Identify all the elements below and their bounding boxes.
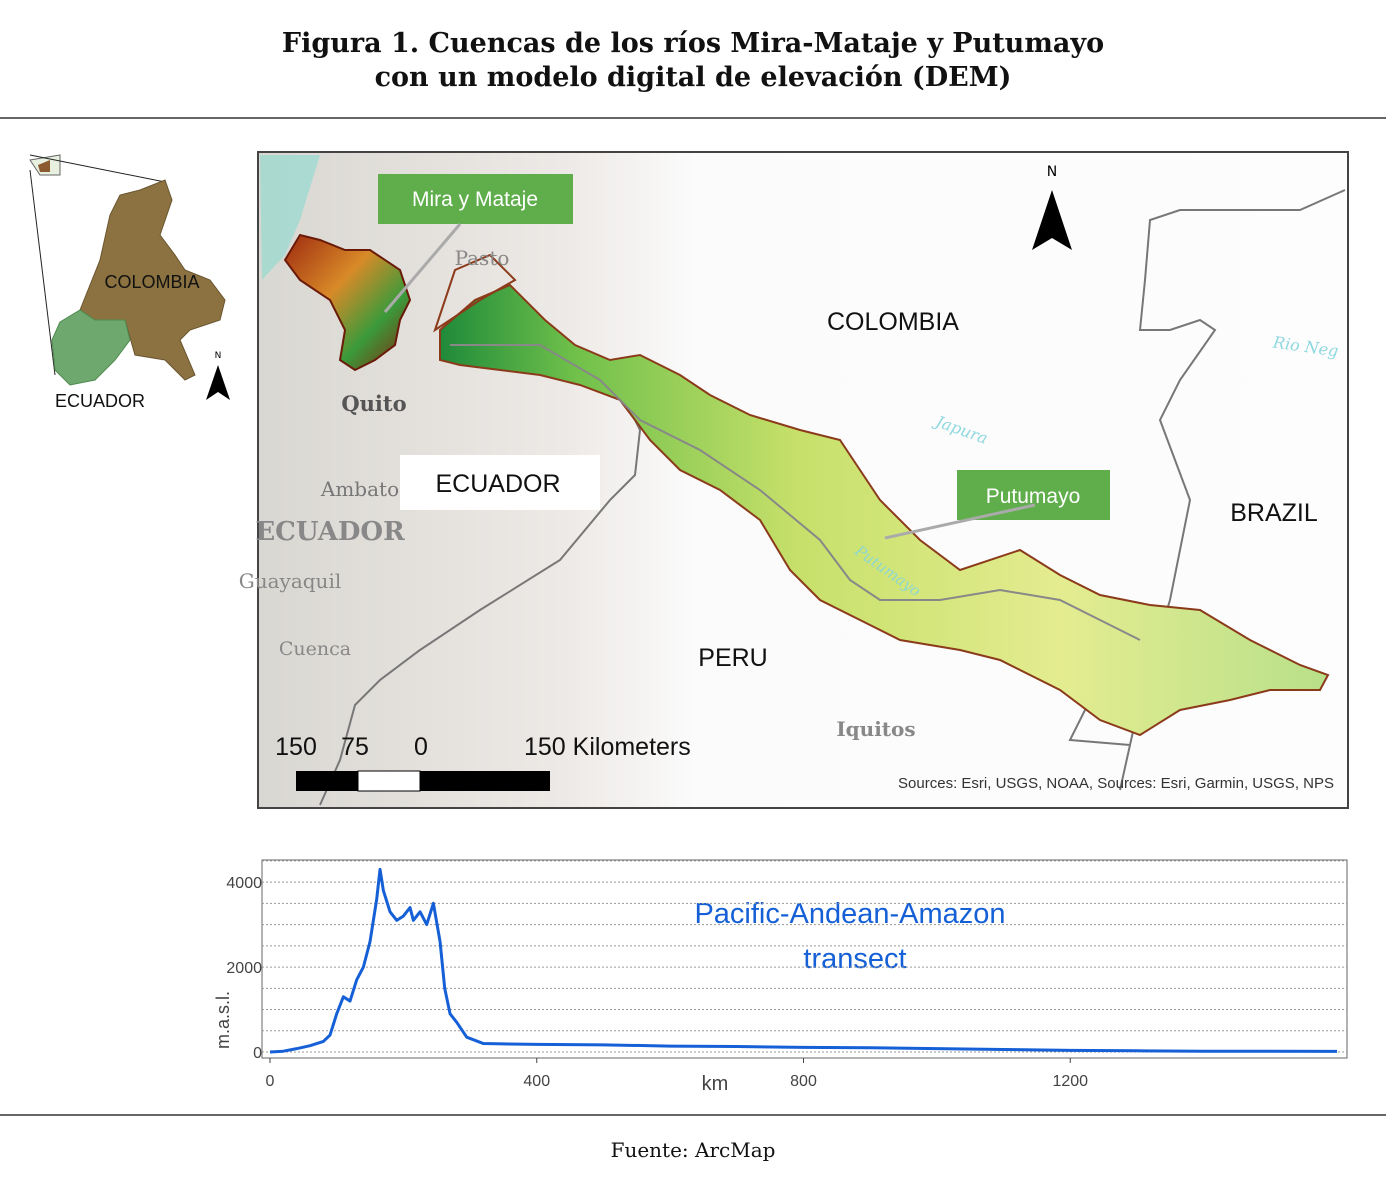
inset-line — [29, 169, 56, 376]
river — [450, 344, 1141, 641]
inset-line — [29, 154, 166, 183]
title-line: con un modelo digital de elevación (DEM) — [375, 62, 1012, 93]
y-tick-label: 4000 — [226, 875, 262, 892]
callout-label: Putumayo — [986, 485, 1081, 508]
scale-label: 150 — [275, 733, 317, 761]
x-tick-label: 400 — [523, 1073, 550, 1090]
north-label: N — [1047, 164, 1057, 180]
inset-north: N — [215, 351, 222, 361]
border — [1119, 189, 1346, 791]
country-label: ECUADOR — [435, 470, 560, 498]
profile-line — [269, 867, 1338, 1054]
place-label: Iquitos — [836, 717, 915, 741]
scale-bar — [357, 770, 421, 792]
country-label: COLOMBIA — [827, 308, 959, 336]
scale-bar — [296, 771, 358, 791]
north-arrow — [1032, 190, 1072, 250]
basin-outline — [433, 253, 517, 333]
scale-label: 150 Kilometers — [524, 733, 691, 761]
y-tick-label: 2000 — [226, 960, 262, 977]
inset-label: COLOMBIA — [104, 272, 199, 292]
place-label: Guayaquil — [239, 569, 341, 593]
y-tick-label: 0 — [253, 1045, 262, 1062]
annotation: transect — [803, 943, 906, 975]
x-axis-label: km — [702, 1073, 729, 1095]
annotation: Pacific-Andean-Amazon — [694, 898, 1005, 930]
main-map: Mira y Mataje Putumayo COLOMBIA ECUADOR … — [239, 151, 1349, 809]
border — [319, 389, 642, 806]
inset-label: ECUADOR — [55, 391, 145, 411]
inset-colombia — [79, 179, 226, 381]
profile-chart: m.a.s.l. km Pacific-Andean-Amazon transe… — [213, 898, 1006, 1095]
scale-label: 0 — [414, 733, 428, 761]
callout-arrow — [383, 223, 462, 313]
title-line: Figura 1. Cuencas de los ríos Mira-Mataj… — [282, 28, 1104, 59]
y-axis-label: m.a.s.l. — [213, 991, 233, 1049]
inset-ecuador — [51, 309, 131, 386]
inset-locator — [38, 160, 50, 172]
x-tick-label: 0 — [266, 1073, 275, 1090]
sources: Sources: Esri, USGS, NOAA, Sources: Esri… — [898, 775, 1334, 792]
mira-basin — [283, 233, 412, 372]
footer-source: Fuente: ArcMap — [611, 1138, 776, 1162]
place-label: Pasto — [455, 246, 510, 270]
x-tick-label: 800 — [790, 1073, 817, 1090]
inset-map: COLOMBIA ECUADOR N — [29, 154, 230, 411]
country-label: PERU — [698, 644, 767, 672]
x-tick-label: 1200 — [1052, 1073, 1088, 1090]
place-label: ECUADOR — [255, 517, 405, 547]
callout-box — [957, 470, 1110, 520]
place-label: Quito — [341, 391, 406, 416]
callout-arrow — [884, 503, 1036, 540]
place-label: Cuenca — [279, 638, 351, 660]
plot-frame — [261, 859, 1348, 1059]
ocean — [260, 155, 320, 280]
scale-label: 75 — [341, 733, 369, 761]
scale-bar — [420, 771, 550, 791]
place-label: Ambato — [320, 477, 399, 501]
label-bg — [400, 455, 600, 510]
country-label: BRAZIL — [1230, 499, 1318, 527]
north-arrow — [206, 365, 230, 400]
callout-label: Mira y Mataje — [412, 188, 538, 211]
callout-box — [378, 174, 573, 224]
